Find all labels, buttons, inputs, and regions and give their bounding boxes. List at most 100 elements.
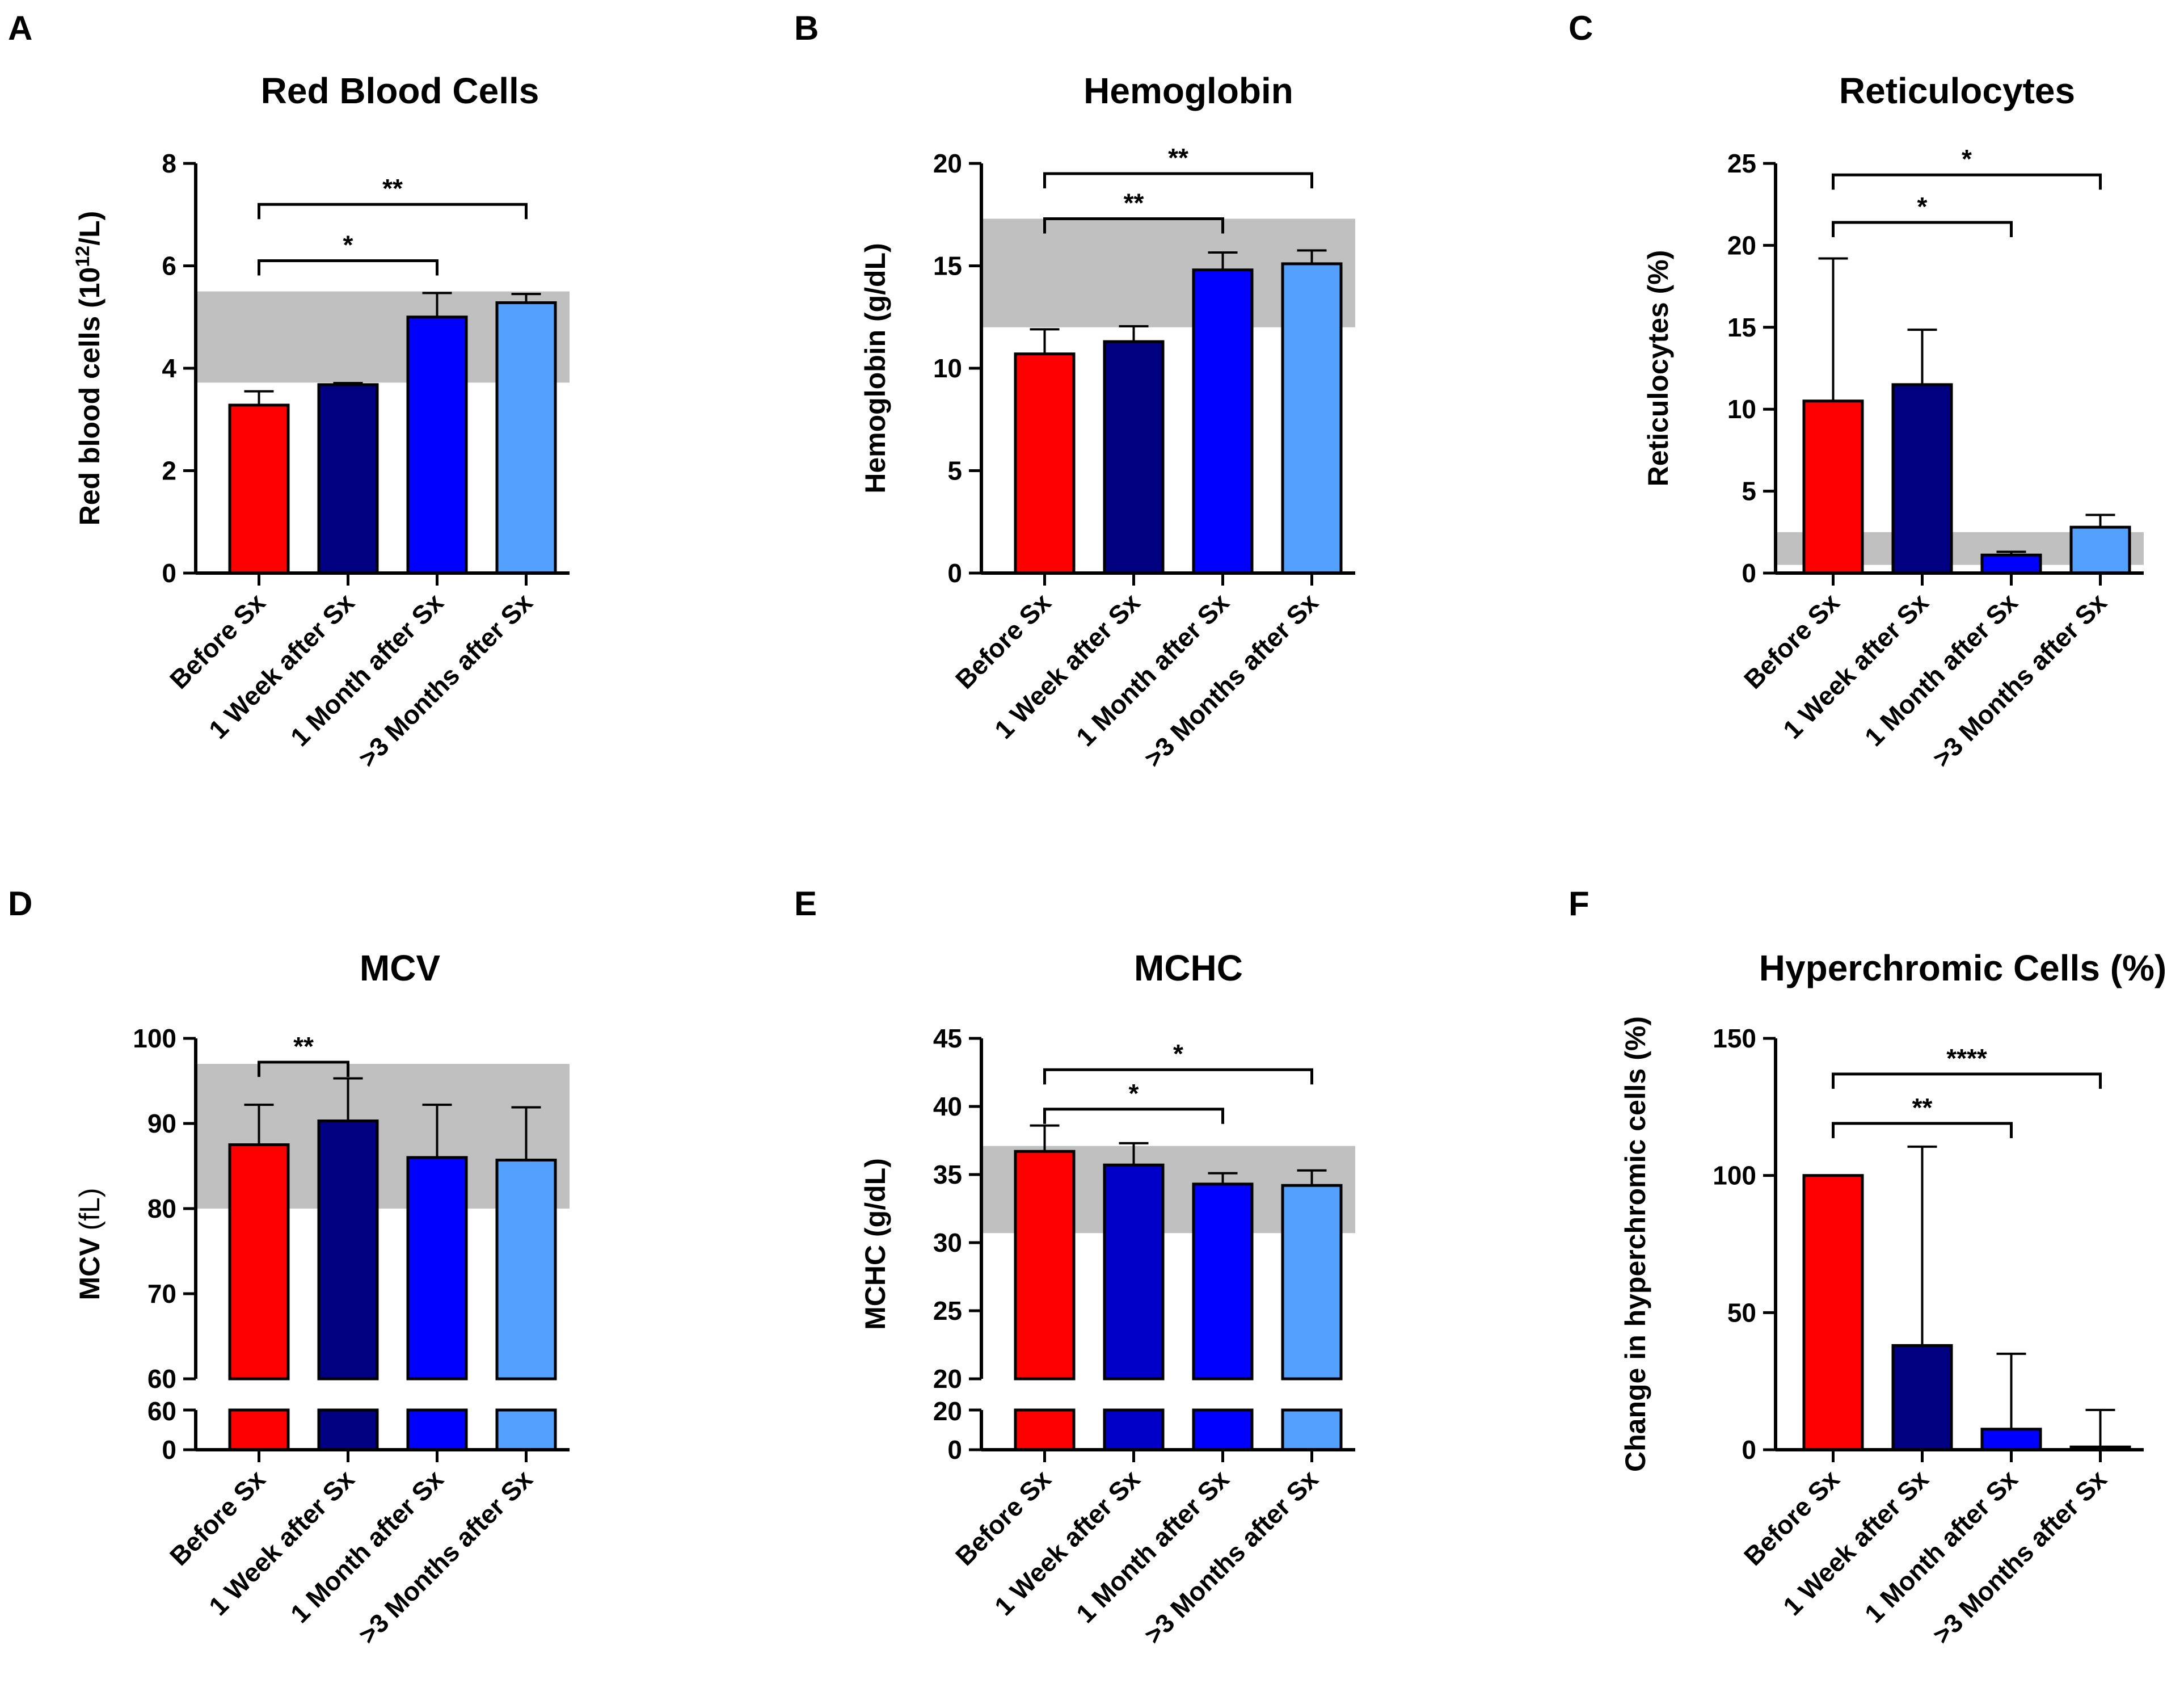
significance-bracket-1 <box>258 203 528 220</box>
y-tick-label-0: 0 <box>1742 1435 1756 1464</box>
y-tick-label-4: 20 <box>1727 230 1756 260</box>
bar-2 <box>1192 1182 1254 1381</box>
panel-letter: D <box>8 885 32 923</box>
x-category-label-3: >3 Months after Sx <box>1927 587 2113 773</box>
significance-label-1: **** <box>1946 1043 1987 1073</box>
chart-title: Hyperchromic Cells (%) <box>1759 948 2166 988</box>
bar-2 <box>1980 1428 2042 1451</box>
panel-letter: C <box>1569 9 1593 47</box>
panel-C: C Reticulocytes Reticulocytes (%) 0 5 10 15 20 2… <box>1569 9 2144 773</box>
significance-label-1: ** <box>1168 143 1188 172</box>
y-tick-label-3: 35 <box>933 1160 962 1189</box>
y-tick-label-1: 25 <box>933 1296 962 1325</box>
bar-1 <box>1891 1344 1953 1451</box>
y-axis-label-superscript: 12 <box>72 246 94 267</box>
bar-1 <box>317 383 379 575</box>
panel-letter: B <box>794 9 819 47</box>
y-tick-label-3: 15 <box>933 251 962 281</box>
bar-3 <box>2069 525 2131 575</box>
bar-1 <box>1891 383 1953 575</box>
significance-bracket-1 <box>1832 173 2102 190</box>
bar-lower-segment-3 <box>495 1408 557 1451</box>
x-category-label-2: 1 Month after Sx <box>1070 1464 1235 1628</box>
bar-0 <box>1802 399 1864 575</box>
bar-0 <box>1014 1150 1076 1381</box>
y-tick-label-0: 0 <box>162 558 176 588</box>
significance-label-0: ** <box>1124 188 1144 217</box>
significance-label-0: ** <box>1912 1093 1933 1122</box>
y-tick-label-3: 90 <box>147 1109 176 1138</box>
significance-bracket-0 <box>1832 221 2013 237</box>
y-tick-label-2: 100 <box>1713 1161 1756 1190</box>
x-category-label-2: 1 Month after Sx <box>1070 587 1235 752</box>
x-category-label-3: >3 Months after Sx <box>1139 587 1324 773</box>
significance-label-0: * <box>343 230 353 259</box>
y-tick-label-1: 2 <box>162 456 176 486</box>
y-axis-label: MCV (fL) <box>74 1188 106 1300</box>
panel-letter: A <box>8 9 32 47</box>
y-tick-label-3: 6 <box>162 251 176 281</box>
significance-label-1: ** <box>382 174 403 203</box>
bar-lower-segment-0 <box>1014 1408 1076 1451</box>
x-category-label-2: 1 Month after Sx <box>1859 1464 2023 1628</box>
y-tick-label-4: 20 <box>933 149 962 178</box>
y-tick-label-0: 60 <box>147 1364 176 1394</box>
y-axis-label-main: Change in hyperchromic cells (%) <box>1620 1016 1651 1472</box>
y-tick-label-4: 100 <box>133 1024 176 1053</box>
y-tick-label-2: 30 <box>933 1228 962 1257</box>
x-category-label-3: >3 Months after Sx <box>1139 1464 1324 1649</box>
bar-1 <box>317 1120 379 1381</box>
bar-0 <box>1014 352 1076 575</box>
significance-label-0: * <box>1129 1079 1139 1108</box>
y-axis-label: Reticulocytes (%) <box>1642 250 1674 487</box>
y-axis-label-main: MCHC (g/dL) <box>859 1158 891 1330</box>
significance-bracket-0 <box>1832 1122 2013 1138</box>
significance-bracket-0 <box>258 259 439 276</box>
panel-F: F Hyperchromic Cells (%) Change in hyperch… <box>1569 885 2166 1649</box>
bar-1 <box>1103 340 1165 575</box>
significance-bracket-0 <box>1043 1108 1224 1124</box>
y-tick-label-5: 45 <box>933 1024 962 1053</box>
y-axis-label: Change in hyperchromic cells (%) <box>1620 1016 1651 1472</box>
bar-3 <box>495 1159 557 1381</box>
bar-lower-segment-0 <box>228 1408 290 1451</box>
y-tick-label-3: 150 <box>1713 1024 1756 1053</box>
bar-lower-segment-2 <box>406 1408 468 1451</box>
bar-3 <box>495 301 557 575</box>
x-category-label-3: >3 Months after Sx <box>1927 1464 2113 1649</box>
y-tick-label-lower-1: 60 <box>147 1396 176 1426</box>
chart-title: Red Blood Cells <box>261 70 539 111</box>
panel-A: A Red Blood Cells Red blood cells (1012/L)… <box>8 9 570 773</box>
y-tick-label-lower-0: 0 <box>162 1435 176 1464</box>
y-tick-label-1: 50 <box>1727 1298 1756 1327</box>
y-tick-label-1: 5 <box>1742 477 1756 506</box>
bar-3 <box>1281 1184 1343 1381</box>
significance-bracket-0 <box>1043 217 1224 234</box>
bar-lower-segment-2 <box>1192 1408 1254 1451</box>
x-category-label-2: 1 Month after Sx <box>285 1464 449 1628</box>
y-axis-label-main: Reticulocytes (%) <box>1642 250 1674 487</box>
bar-1 <box>1103 1163 1165 1381</box>
bar-3 <box>1281 262 1343 575</box>
significance-label-0: ** <box>293 1032 314 1061</box>
significance-label-1: * <box>1962 144 1972 174</box>
significance-bracket-0 <box>258 1060 349 1077</box>
y-tick-label-4: 40 <box>933 1092 962 1121</box>
y-tick-label-5: 25 <box>1727 149 1756 178</box>
x-category-label-3: >3 Months after Sx <box>353 1464 538 1649</box>
y-tick-label-4: 8 <box>162 149 176 178</box>
bar-0 <box>228 403 290 575</box>
y-tick-label-2: 4 <box>162 353 176 383</box>
y-tick-label-2: 80 <box>147 1194 176 1223</box>
y-tick-label-2: 10 <box>933 353 962 383</box>
y-tick-label-1: 70 <box>147 1279 176 1308</box>
significance-bracket-1 <box>1832 1072 2102 1089</box>
chart-title: MCV <box>360 948 441 988</box>
bar-lower-segment-1 <box>1103 1408 1165 1451</box>
y-tick-label-3: 15 <box>1727 313 1756 342</box>
chart-title: MCHC <box>1134 948 1243 988</box>
bar-lower-segment-1 <box>317 1408 379 1451</box>
y-tick-label-0: 20 <box>933 1364 962 1394</box>
